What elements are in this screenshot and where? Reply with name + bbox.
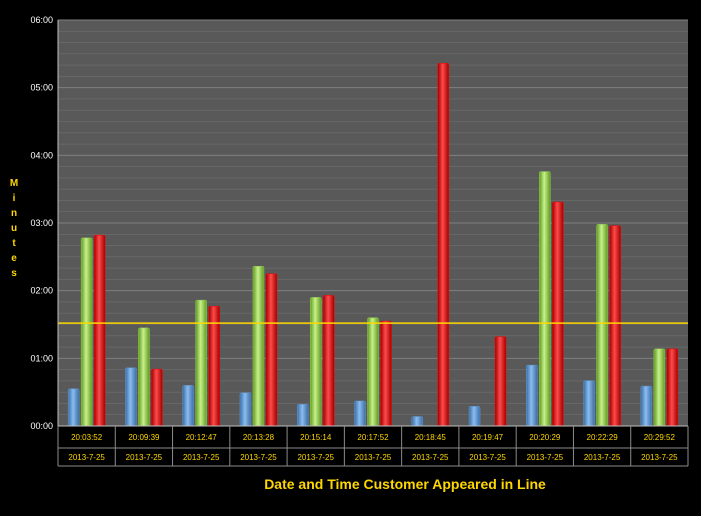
y-tick-label: 02:00 xyxy=(30,286,53,296)
x-tick-time-label: 20:22:29 xyxy=(587,433,619,442)
bar-series2-201514 xyxy=(309,297,322,427)
y-axis: 00:00 01:00 02:00 03:00 04:00 05:00 06:00 xyxy=(30,15,59,431)
x-tick-date-label: 2013-7-25 xyxy=(355,453,392,462)
x-axis: 20:03:52 2013-7-25 20:09:39 2013-7-25 20:12:… xyxy=(57,425,689,467)
bar-series2-201328 xyxy=(252,266,265,427)
y-tick-label: 06:00 xyxy=(30,15,53,25)
x-tick-time-label: 20:17:52 xyxy=(357,433,389,442)
bar-series3-201514 xyxy=(322,295,335,427)
x-tick-date-label: 2013-7-25 xyxy=(126,453,163,462)
bar-series2-201752 xyxy=(367,317,379,427)
x-axis-label: Date and Time Customer Appeared in Line xyxy=(264,476,546,492)
x-tick-time-label: 20:13:28 xyxy=(243,433,275,442)
bar-series1-202229 xyxy=(583,380,595,427)
bar-series2-202229 xyxy=(596,224,608,427)
x-tick-date-label: 2013-7-25 xyxy=(240,453,277,462)
y-tick-label: 01:00 xyxy=(30,353,53,363)
bar-series3-200352 xyxy=(93,234,106,427)
y-axis-label-letter: i xyxy=(13,193,16,204)
y-axis-label-letter: t xyxy=(12,238,16,249)
y-tick-label: 05:00 xyxy=(30,83,53,93)
bar-series1-202029 xyxy=(526,364,538,427)
x-tick-time-label: 20:29:52 xyxy=(644,433,676,442)
bar-series1-202952 xyxy=(640,385,653,427)
bar-series2-200939 xyxy=(138,327,150,427)
y-axis-label-letter: s xyxy=(11,268,17,279)
x-tick-date-label: 2013-7-25 xyxy=(183,453,220,462)
x-tick-date-label: 2013-7-25 xyxy=(297,453,334,462)
x-tick-date-label: 2013-7-25 xyxy=(641,453,678,462)
x-tick-time-label: 20:12:47 xyxy=(186,433,218,442)
bars xyxy=(67,63,679,427)
bar-series3-201247 xyxy=(208,305,220,427)
bar-series2-201247 xyxy=(195,299,207,427)
x-tick-time-label: 20:20:29 xyxy=(529,433,561,442)
bar-series1-201514 xyxy=(296,404,309,427)
bar-series1-200939 xyxy=(125,367,137,427)
x-tick-time-label: 20:03:52 xyxy=(71,433,103,442)
bar-series3-201845 xyxy=(437,63,450,427)
y-tick-label: 00:00 xyxy=(30,421,53,431)
x-tick-date-label: 2013-7-25 xyxy=(584,453,621,462)
bar-series3-200939 xyxy=(151,368,163,427)
bar-series1-201845 xyxy=(411,416,424,427)
x-tick-time-label: 20:09:39 xyxy=(128,433,160,442)
bar-series3-202029 xyxy=(552,201,564,427)
bar-series1-201328 xyxy=(239,392,252,427)
y-tick-label: 03:00 xyxy=(30,218,53,228)
bar-series3-201947 xyxy=(494,336,507,427)
y-tick-label: 04:00 xyxy=(30,150,53,160)
x-tick-date-label: 2013-7-25 xyxy=(527,453,564,462)
bar-series3-201328 xyxy=(265,273,278,427)
bar-series2-202029 xyxy=(539,171,551,427)
y-axis-label-letter: M xyxy=(10,178,18,189)
x-tick-time-label: 20:19:47 xyxy=(472,433,504,442)
x-tick-time-label: 20:18:45 xyxy=(415,433,447,442)
y-axis-label-letter: n xyxy=(11,208,17,219)
bar-series2-200352 xyxy=(80,237,93,427)
bar-series3-202952 xyxy=(666,348,679,427)
bar-series1-201247 xyxy=(182,385,194,427)
bar-series2-202952 xyxy=(653,348,666,427)
bar-series3-202229 xyxy=(609,225,621,427)
x-tick-time-label: 20:15:14 xyxy=(300,433,332,442)
bar-series3-201752 xyxy=(380,320,392,427)
bar-series1-200352 xyxy=(67,388,80,427)
bar-series1-201752 xyxy=(354,400,366,427)
x-tick-date-label: 2013-7-25 xyxy=(68,453,105,462)
bar-series1-201947 xyxy=(468,406,481,427)
y-axis-label-letter: e xyxy=(11,253,17,264)
y-axis-label-letter: u xyxy=(11,223,17,234)
x-tick-date-label: 2013-7-25 xyxy=(469,453,506,462)
x-tick-date-label: 2013-7-25 xyxy=(412,453,449,462)
